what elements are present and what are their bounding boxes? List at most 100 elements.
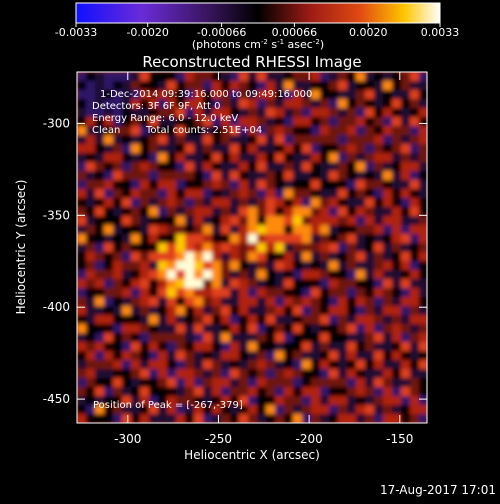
heatmap-cell xyxy=(284,135,294,145)
heatmap-cell xyxy=(185,315,195,325)
heatmap-cell xyxy=(338,135,348,145)
heatmap-cell xyxy=(77,414,87,423)
heatmap-cell xyxy=(257,162,267,172)
heatmap-cell xyxy=(365,144,375,154)
heatmap-cell xyxy=(374,99,384,109)
heatmap-cell xyxy=(401,207,411,217)
heatmap-cell xyxy=(275,243,285,253)
heatmap-cell xyxy=(383,369,393,379)
heatmap-cell xyxy=(230,234,240,244)
heatmap-cell xyxy=(239,72,249,82)
heatmap-cell xyxy=(77,153,87,163)
heatmap-cell xyxy=(185,234,195,244)
heatmap-cell xyxy=(374,396,384,406)
heatmap-cell xyxy=(392,315,402,325)
heatmap-cell xyxy=(320,126,330,136)
heatmap-cell xyxy=(356,234,366,244)
heatmap-cell xyxy=(176,378,186,388)
heatmap-cell xyxy=(221,234,231,244)
heatmap-cell xyxy=(383,81,393,91)
heatmap-cell xyxy=(212,297,222,307)
heatmap-cell xyxy=(239,405,249,415)
heatmap-cell xyxy=(122,99,132,109)
heatmap-cell xyxy=(230,225,240,235)
heatmap-cell xyxy=(293,333,303,343)
heatmap-cell xyxy=(113,369,123,379)
heatmap-cell xyxy=(104,207,114,217)
heatmap-cell xyxy=(392,126,402,136)
heatmap-cell xyxy=(140,126,150,136)
heatmap-cell xyxy=(158,378,168,388)
heatmap-cell xyxy=(320,306,330,316)
heatmap-cell xyxy=(401,306,411,316)
heatmap-cell xyxy=(257,171,267,181)
heatmap-cell xyxy=(86,324,96,334)
heatmap-cell xyxy=(77,243,87,253)
heatmap-cell xyxy=(113,387,123,397)
heatmap-cells xyxy=(77,72,427,423)
heatmap-cell xyxy=(104,288,114,298)
heatmap-cell xyxy=(410,135,420,145)
heatmap-cell xyxy=(158,360,168,370)
heatmap-cell xyxy=(374,81,384,91)
heatmap-cell xyxy=(302,126,312,136)
heatmap-cell xyxy=(122,90,132,100)
heatmap-cell xyxy=(275,162,285,172)
heatmap-cell xyxy=(131,342,141,352)
heatmap-cell xyxy=(248,126,258,136)
heatmap-cell xyxy=(185,288,195,298)
heatmap-cell xyxy=(149,315,159,325)
heatmap-cell xyxy=(293,270,303,280)
heatmap-cell xyxy=(158,225,168,235)
heatmap-cell xyxy=(95,333,105,343)
heatmap-cell xyxy=(158,117,168,127)
heatmap-cell xyxy=(365,99,375,109)
heatmap-cell xyxy=(257,279,267,289)
heatmap-cell xyxy=(410,306,420,316)
heatmap-cell xyxy=(149,369,159,379)
heatmap-cell xyxy=(302,414,312,423)
heatmap-cell xyxy=(320,288,330,298)
heatmap-cell xyxy=(401,369,411,379)
heatmap-cell xyxy=(275,369,285,379)
heatmap-cell xyxy=(122,72,132,82)
heatmap-cell xyxy=(185,135,195,145)
heatmap-cell xyxy=(320,171,330,181)
heatmap-cell xyxy=(392,396,402,406)
heatmap-cell xyxy=(122,279,132,289)
heatmap-cell xyxy=(221,117,231,127)
heatmap-cell xyxy=(86,288,96,298)
heatmap-cell xyxy=(140,117,150,127)
heatmap-cell xyxy=(392,360,402,370)
heatmap-cell xyxy=(221,144,231,154)
heatmap-cell xyxy=(284,108,294,118)
heatmap-cell xyxy=(194,81,204,91)
heatmap-cell xyxy=(320,315,330,325)
heatmap-cell xyxy=(329,198,339,208)
heatmap-cell xyxy=(338,279,348,289)
heatmap-cell xyxy=(239,126,249,136)
heatmap-cell xyxy=(401,198,411,208)
heatmap-cell xyxy=(203,297,213,307)
heatmap-cell xyxy=(158,351,168,361)
heatmap-cell xyxy=(347,153,357,163)
heatmap-cell xyxy=(383,225,393,235)
heatmap-cell xyxy=(221,288,231,298)
heatmap-cell xyxy=(140,135,150,145)
heatmap-cell xyxy=(320,153,330,163)
heatmap-cell xyxy=(104,405,114,415)
heatmap-cell xyxy=(140,90,150,100)
heatmap-cell xyxy=(284,72,294,82)
heatmap-cell xyxy=(104,162,114,172)
heatmap-cell xyxy=(392,180,402,190)
heatmap-cell xyxy=(284,153,294,163)
heatmap-cell xyxy=(212,108,222,118)
heatmap-cell xyxy=(320,225,330,235)
heatmap-cell xyxy=(248,252,258,262)
heatmap-cell xyxy=(347,207,357,217)
heatmap-cell xyxy=(356,216,366,226)
heatmap-cell xyxy=(302,135,312,145)
heatmap-cell xyxy=(212,315,222,325)
heatmap-cell xyxy=(284,180,294,190)
heatmap-cell xyxy=(185,180,195,190)
